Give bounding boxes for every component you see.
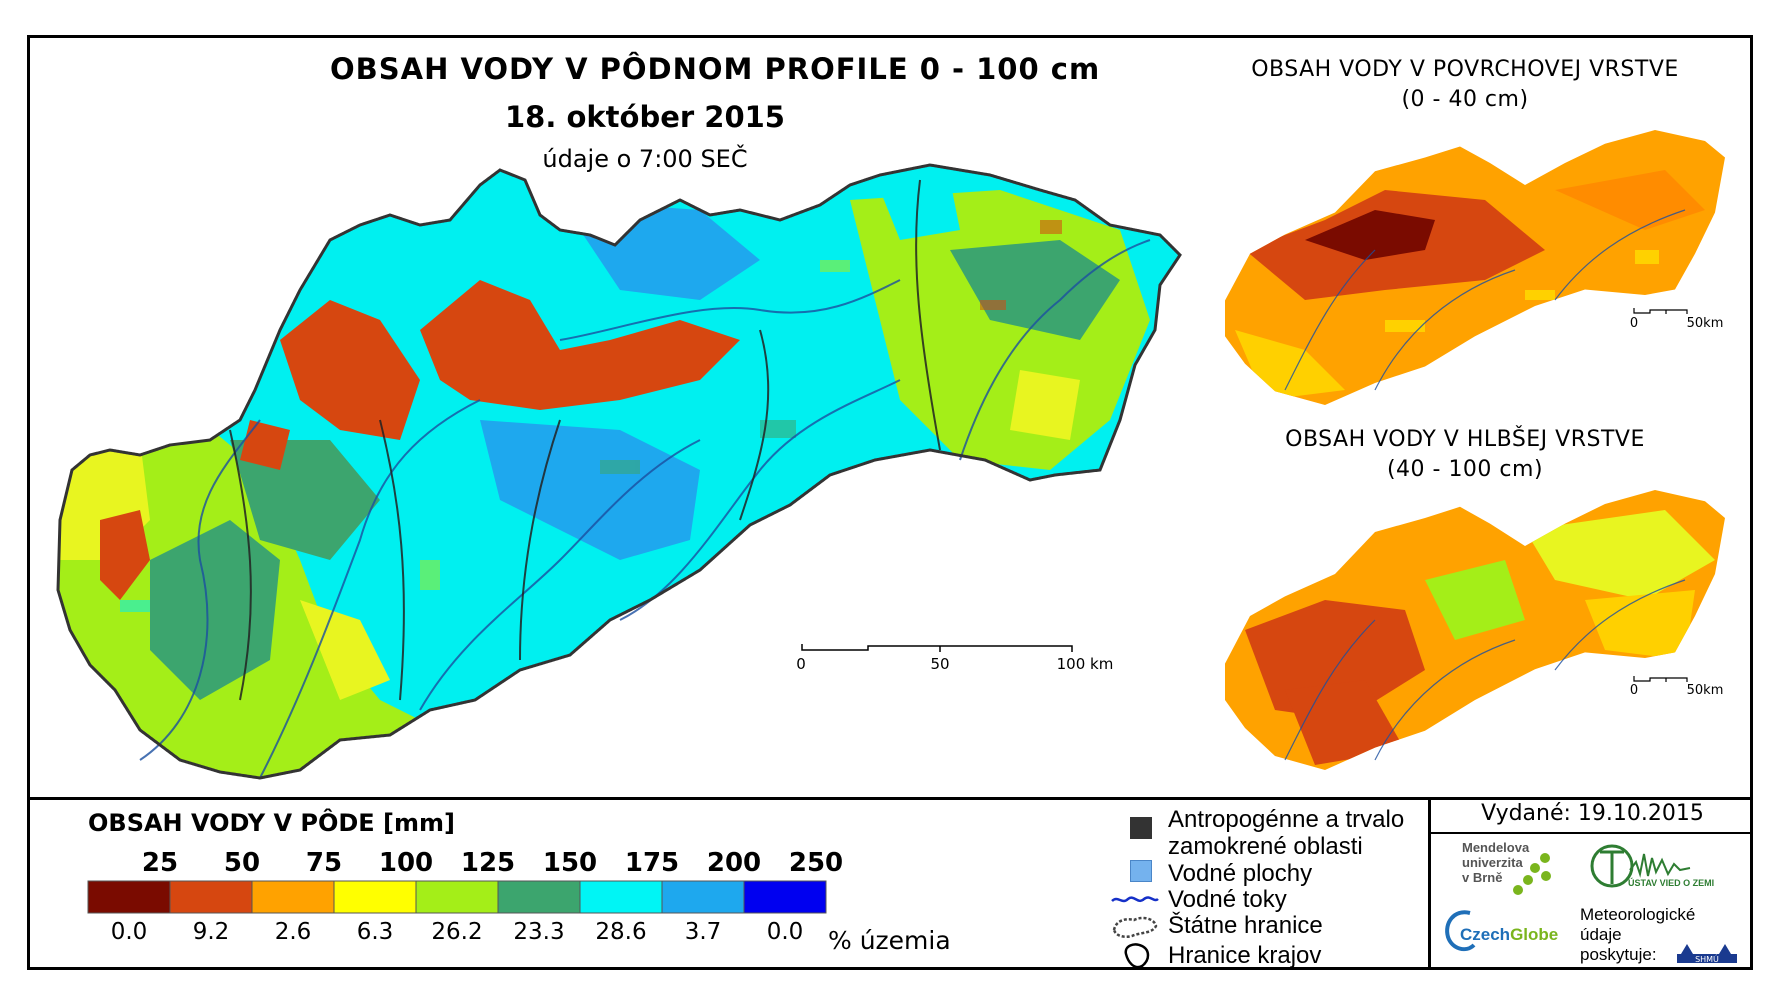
legend-threshold-4: 125 <box>460 848 516 878</box>
legend-class-4 <box>415 880 499 914</box>
inset-bottom-range: (40 - 100 cm) <box>1386 457 1544 482</box>
legend-pct-2: 2.6 <box>274 919 312 945</box>
legend-class-8 <box>743 880 827 914</box>
legend-unit: % územia <box>828 926 951 955</box>
mendel-text-1: Mendelova <box>1462 840 1530 855</box>
inset-top-scale-0: 0 <box>1629 316 1639 331</box>
legend-class-5 <box>497 880 581 914</box>
legend-threshold-1: 50 <box>223 848 261 878</box>
anthropogenic-label-2: zamokrené oblasti <box>1168 833 1363 860</box>
anthropogenic-label-1: Antropogénne a trvalo <box>1168 806 1405 833</box>
legend-threshold-6: 175 <box>624 848 680 878</box>
inset-top-map <box>1225 130 1725 405</box>
main-scale-bar <box>801 644 1073 652</box>
region-border-label: Hranice krajov <box>1168 942 1322 969</box>
legend-pct-6: 28.6 <box>595 919 647 945</box>
met-text-3: poskytuje: <box>1580 945 1657 964</box>
legend-pct-5: 23.3 <box>513 919 565 945</box>
uvz-text: ÚSTAV VIED O ZEMI <box>1628 878 1715 888</box>
streams-symbol <box>1111 896 1159 903</box>
streams-label: Vodné toky <box>1168 886 1287 913</box>
legend-pct-0: 0.0 <box>110 919 148 945</box>
credits-divider <box>1428 797 1431 970</box>
legend-pct-1: 9.2 <box>192 919 230 945</box>
met-text-2: údaje <box>1580 925 1622 944</box>
mendel-text-2: univerzita <box>1462 855 1523 870</box>
legend-class-7 <box>661 880 745 914</box>
issued-date: Vydané: 19.10.2015 <box>1481 801 1704 826</box>
legend-color-bar <box>87 880 827 914</box>
czechglobe-logo <box>1445 910 1476 952</box>
legend-pct-4: 26.2 <box>431 919 483 945</box>
shmu-logo: SHMÚ <box>1677 944 1737 964</box>
inset-bottom-scale-0: 0 <box>1629 683 1639 698</box>
legend-threshold-3: 100 <box>378 848 434 878</box>
anthropogenic-swatch <box>1130 817 1152 839</box>
legend-pct-7: 3.7 <box>684 919 722 945</box>
legend-class-1 <box>169 880 253 914</box>
inset-bottom-scale-50: 50km <box>1686 683 1724 698</box>
legend-threshold-5: 150 <box>542 848 598 878</box>
main-scale-0: 0 <box>796 655 806 673</box>
uvz-logo <box>1590 844 1691 888</box>
legend-divider <box>27 797 1753 800</box>
shmu-logo-text: SHMÚ <box>1695 953 1719 964</box>
inset-top-range: (0 - 40 cm) <box>1401 87 1529 112</box>
mendel-dots-logo <box>1513 853 1551 895</box>
water-bodies-swatch <box>1130 860 1152 882</box>
met-text-1: Meteorologické <box>1580 905 1696 924</box>
legend-threshold-7: 200 <box>706 848 762 878</box>
main-map-time: údaje o 7:00 SEČ <box>542 145 748 173</box>
inset-bottom-map <box>1225 490 1725 770</box>
main-scale-100: 100 km <box>1056 655 1114 673</box>
region-border-symbol <box>1124 943 1150 969</box>
main-scale-50: 50 <box>930 655 950 673</box>
legend-class-0 <box>87 880 171 914</box>
inset-top-title: OBSAH VODY V POVRCHOVEJ VRSTVE <box>1251 57 1679 82</box>
water-bodies-label: Vodné plochy <box>1168 860 1313 887</box>
legend-class-2 <box>251 880 335 914</box>
czechglobe-wordmark: CzechGlobe <box>1460 925 1558 945</box>
legend-pct-8: 0.0 <box>766 919 804 945</box>
czechglobe-globe: Globe <box>1510 925 1559 944</box>
main-map-date: 18. október 2015 <box>504 100 785 134</box>
inset-bottom-scale-bar <box>1633 676 1688 682</box>
legend-threshold-8: 250 <box>788 848 844 878</box>
inset-bottom-title: OBSAH VODY V HLBŠEJ VRSTVE <box>1285 427 1645 452</box>
inset-top-scale-50: 50km <box>1686 316 1724 331</box>
legend-class-3 <box>333 880 417 914</box>
czechglobe-czech: Czech <box>1460 925 1511 944</box>
legend-title: OBSAH VODY V PÔDE [mm] <box>88 809 456 837</box>
state-border-label: Štátne hranice <box>1168 912 1323 939</box>
legend-pct-3: 6.3 <box>356 919 394 945</box>
state-border-symbol <box>1112 916 1158 938</box>
legend-threshold-2: 75 <box>305 848 343 878</box>
legend-class-6 <box>579 880 663 914</box>
issued-divider <box>1428 832 1753 834</box>
legend-threshold-0: 25 <box>141 848 179 878</box>
mendel-text-3: v Brně <box>1462 870 1503 885</box>
inset-top-scale-bar <box>1633 308 1688 314</box>
